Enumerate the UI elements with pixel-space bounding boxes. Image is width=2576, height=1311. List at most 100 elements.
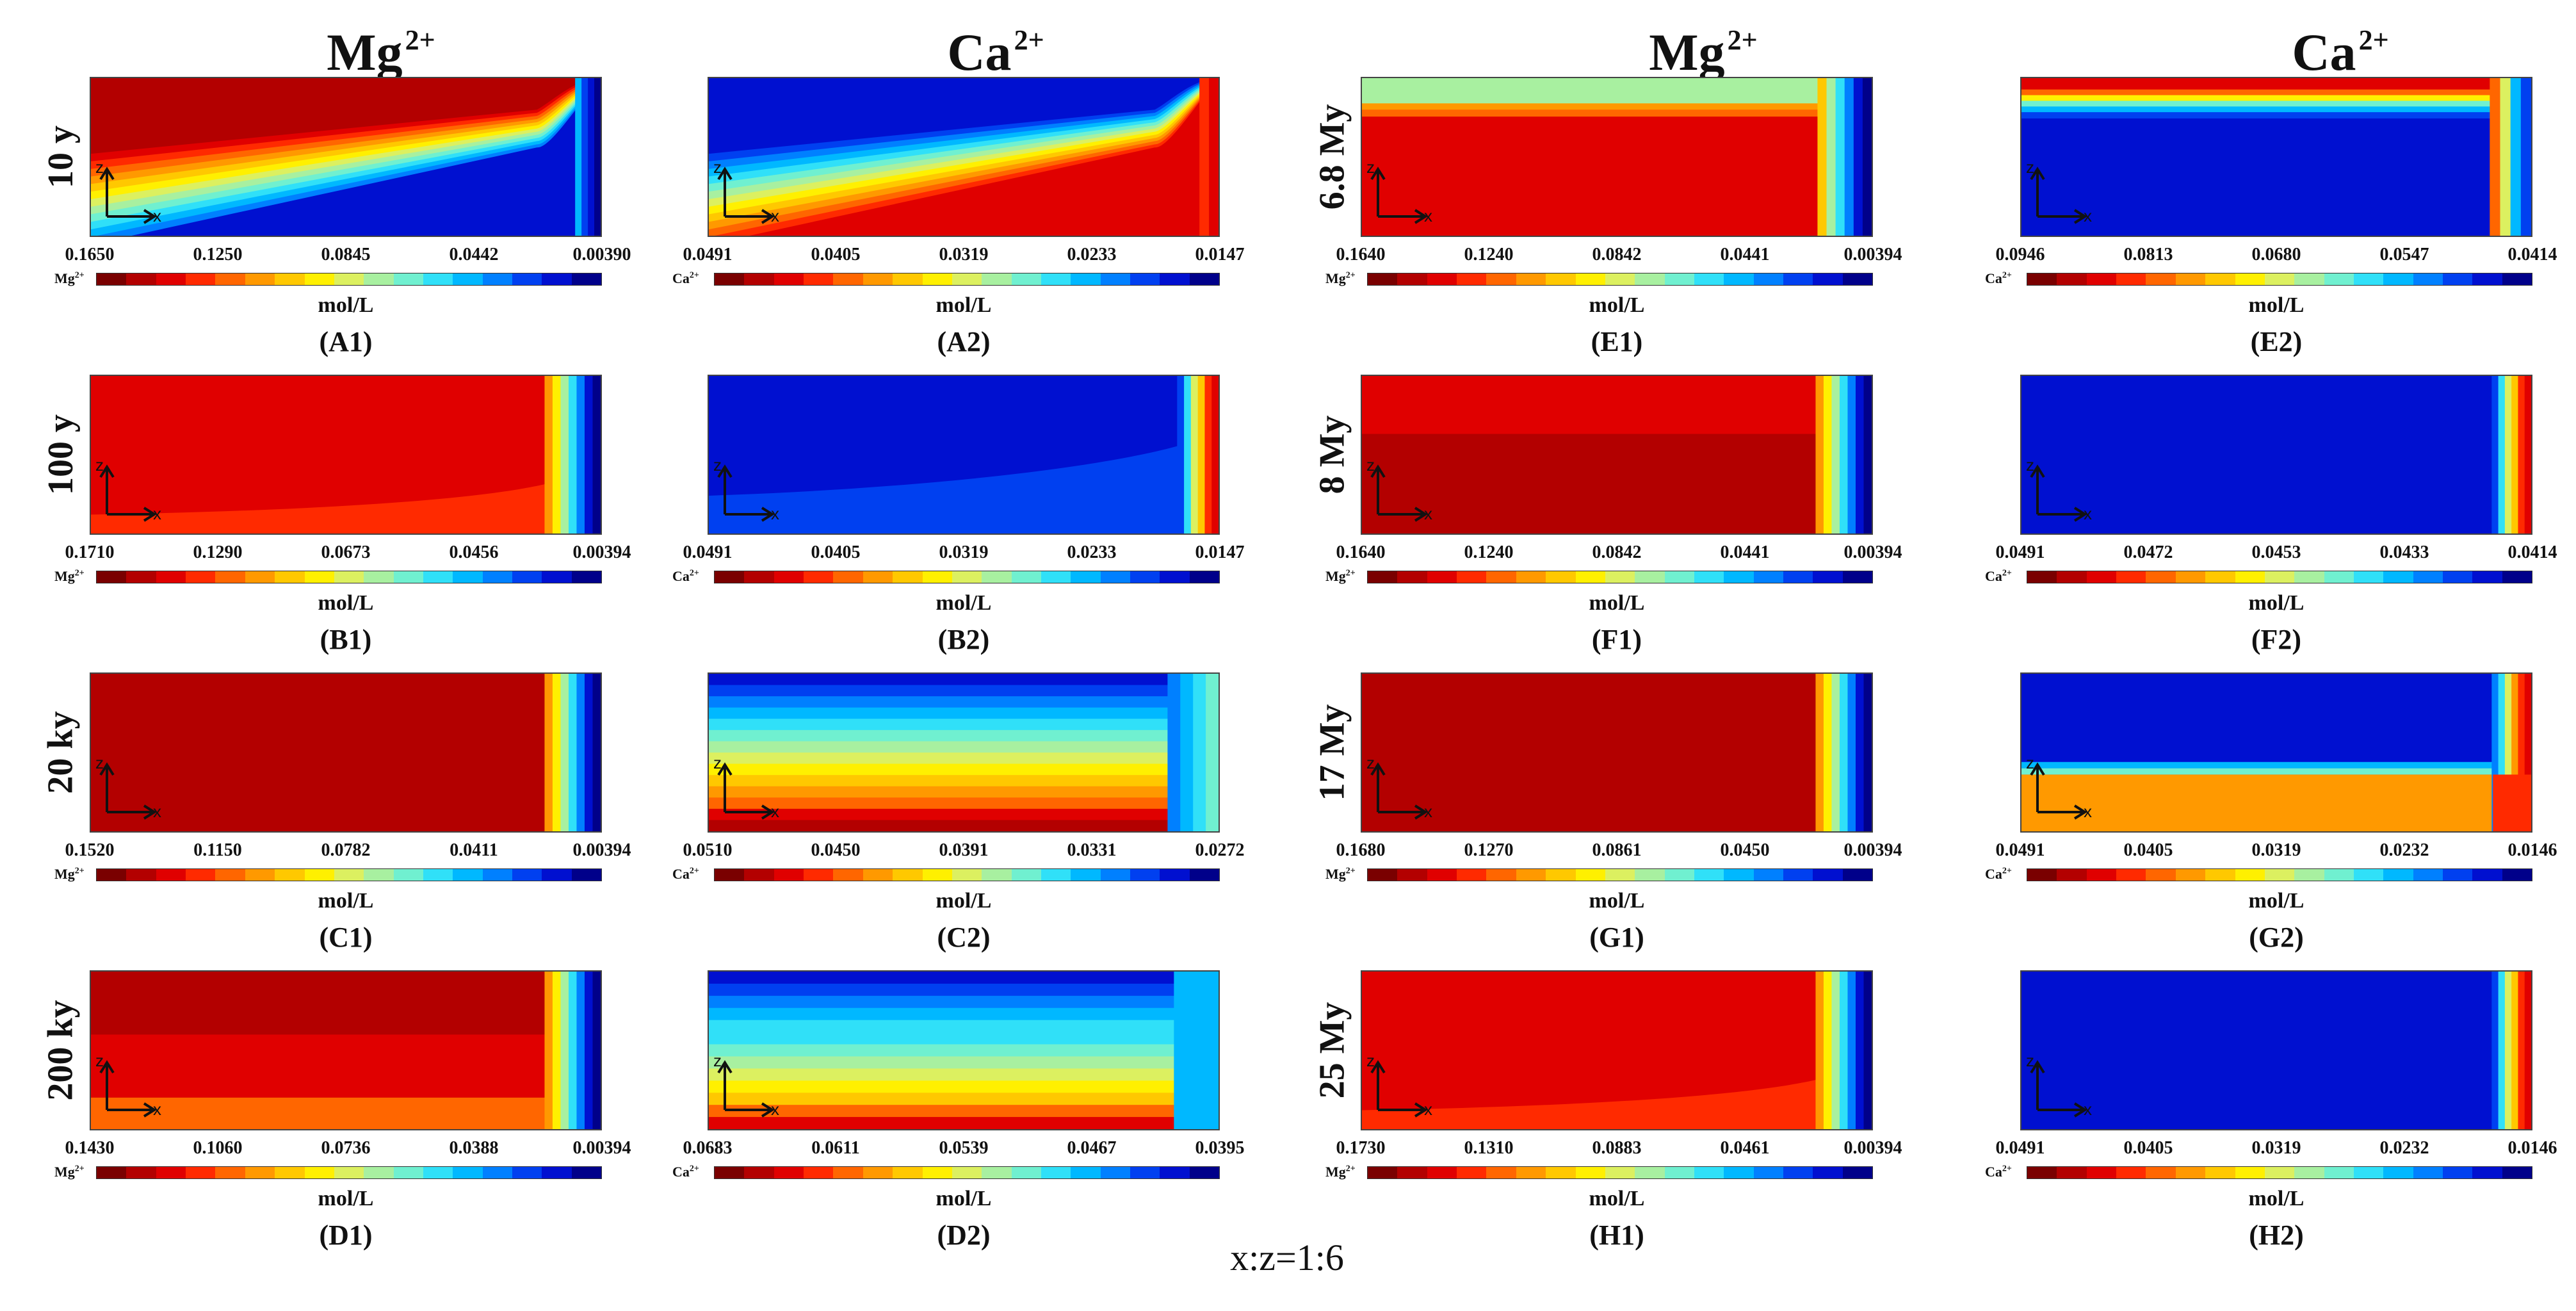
colorbar-ion-label: Mg2+	[54, 270, 85, 286]
colorbar-swatch	[1575, 869, 1605, 881]
colorbar-swatch	[1753, 273, 1784, 285]
svg-text:x: x	[2084, 802, 2092, 821]
colorbar-tick: 0.0842	[1592, 245, 1642, 265]
unit-label: mol/L	[2248, 293, 2305, 317]
colorbar-swatch	[952, 1167, 982, 1178]
colorbar-ticks: 0.1680 0.1270 0.0861 0.0450 0.00394	[1335, 840, 1902, 863]
colorbar-swatch	[156, 869, 186, 881]
colorbar-ion-label: Ca2+	[672, 1164, 699, 1180]
colorbar-ticks: 0.0683 0.0611 0.0539 0.0467 0.0395	[682, 1138, 1245, 1161]
colorbar-swatch	[2324, 869, 2354, 881]
colorbar-swatch	[423, 273, 453, 285]
colorbar-swatch	[1486, 869, 1516, 881]
colorbar-swatch	[482, 571, 513, 583]
colorbar-swatch	[1546, 869, 1576, 881]
colorbar-tick: 0.00390	[572, 245, 631, 265]
colorbar-tick: 0.0414	[2507, 542, 2557, 562]
svg-text:z: z	[2026, 158, 2034, 177]
colorbar-swatch	[2205, 273, 2235, 285]
colorbar-swatch	[364, 869, 394, 881]
colorbar-swatch	[1130, 1167, 1160, 1178]
colorbar-swatch	[542, 571, 572, 583]
colorbar-swatch	[952, 571, 982, 583]
colorbar-swatch	[1457, 273, 1487, 285]
colorbar-swatch	[1041, 869, 1071, 881]
colorbar-swatch	[2472, 869, 2502, 881]
colorbar-swatch	[922, 571, 952, 583]
colorbar-swatch	[275, 273, 305, 285]
colorbar-swatch	[1100, 273, 1131, 285]
axis-indicator-icon: zx	[95, 455, 161, 523]
panel-label: (E1)	[1591, 326, 1643, 357]
colorbar-swatch	[245, 571, 275, 583]
colorbar-swatch	[1368, 869, 1398, 881]
colorbar-swatch	[1813, 869, 1843, 881]
colorbar-swatch	[2383, 571, 2413, 583]
colorbar-ion-label: Ca2+	[1985, 866, 2012, 882]
colorbar-tick: 0.0491	[1995, 1138, 2045, 1158]
colorbar-swatch	[2294, 1167, 2324, 1178]
colorbar-swatch	[2116, 1167, 2146, 1178]
colorbar-swatch	[2264, 869, 2295, 881]
colorbar-swatch	[1635, 571, 1665, 583]
unit-label: mol/L	[318, 889, 374, 913]
colorbar-swatch	[542, 1167, 572, 1178]
colorbar-swatch	[423, 869, 453, 881]
colorbar-swatch	[2235, 1167, 2265, 1178]
colorbar	[1367, 273, 1873, 286]
colorbar-tick: 0.1250	[193, 245, 243, 265]
colorbar-swatch	[1664, 571, 1694, 583]
panel-C2: z x 0.0510 0.0450 0.0391 0.0331 0.0272 Ca2+ mol/…	[672, 672, 1348, 967]
colorbar	[2027, 868, 2532, 881]
colorbar-ticks: 0.1520 0.1150 0.0782 0.0411 0.00394	[64, 840, 631, 863]
colorbar-swatch	[1516, 869, 1546, 881]
colorbar-tick: 0.0147	[1195, 542, 1245, 562]
colorbar-swatch	[2413, 273, 2443, 285]
colorbar-swatch	[1813, 571, 1843, 583]
colorbar-ion-label: Ca2+	[1985, 270, 2012, 286]
colorbar-swatch	[1546, 1167, 1576, 1178]
colorbar-swatch	[2116, 869, 2146, 881]
colorbar-swatch	[2443, 571, 2473, 583]
colorbar-ticks: 0.1650 0.1250 0.0845 0.0442 0.00390	[64, 245, 631, 268]
panel-label: (H1)	[1589, 1219, 1644, 1251]
colorbar-tick: 0.0673	[321, 542, 371, 562]
colorbar-swatch	[2057, 869, 2087, 881]
colorbar-swatch	[2205, 1167, 2235, 1178]
colorbar-tick: 0.0391	[939, 840, 989, 860]
colorbar-tick: 0.0453	[2251, 542, 2301, 562]
colorbar-swatch	[2502, 1167, 2532, 1178]
colorbar-swatch	[2175, 273, 2206, 285]
colorbar-swatch	[1071, 1167, 1101, 1178]
svg-text:x: x	[1424, 206, 1432, 225]
unit-label: mol/L	[2248, 1187, 2305, 1210]
axis-indicator-icon: zx	[713, 158, 779, 225]
panel-G2: z x 0.0491 0.0405 0.0319 0.0232 0.0146 Ca2+ mol/…	[1985, 672, 2576, 967]
colorbar-swatch	[2027, 1167, 2057, 1178]
colorbar-swatch	[2057, 273, 2087, 285]
colorbar-tick: 0.0861	[1592, 840, 1642, 860]
colorbar-swatch	[1100, 1167, 1131, 1178]
colorbar-ion-label: Mg2+	[1325, 866, 1356, 882]
svg-text:x: x	[1424, 802, 1432, 821]
colorbar-swatch	[1842, 1167, 1873, 1178]
colorbar-swatch	[97, 571, 127, 583]
colorbar-swatch	[1457, 869, 1487, 881]
colorbar-swatch	[952, 869, 982, 881]
svg-text:x: x	[153, 802, 161, 821]
svg-text:x: x	[771, 206, 779, 225]
colorbar-ion-label: Mg2+	[1325, 568, 1356, 584]
colorbar-tick: 0.0232	[2379, 840, 2429, 860]
time-label: 10 y	[41, 126, 81, 188]
colorbar	[96, 868, 602, 881]
colorbar-swatch	[1041, 1167, 1071, 1178]
colorbar-tick: 0.0450	[811, 840, 861, 860]
colorbar-swatch	[97, 273, 127, 285]
colorbar	[96, 571, 602, 583]
colorbar-tick: 0.0491	[683, 542, 733, 562]
colorbar-swatch	[1753, 869, 1784, 881]
colorbar-swatch	[1071, 869, 1101, 881]
axis-indicator-icon: zx	[2026, 158, 2092, 225]
